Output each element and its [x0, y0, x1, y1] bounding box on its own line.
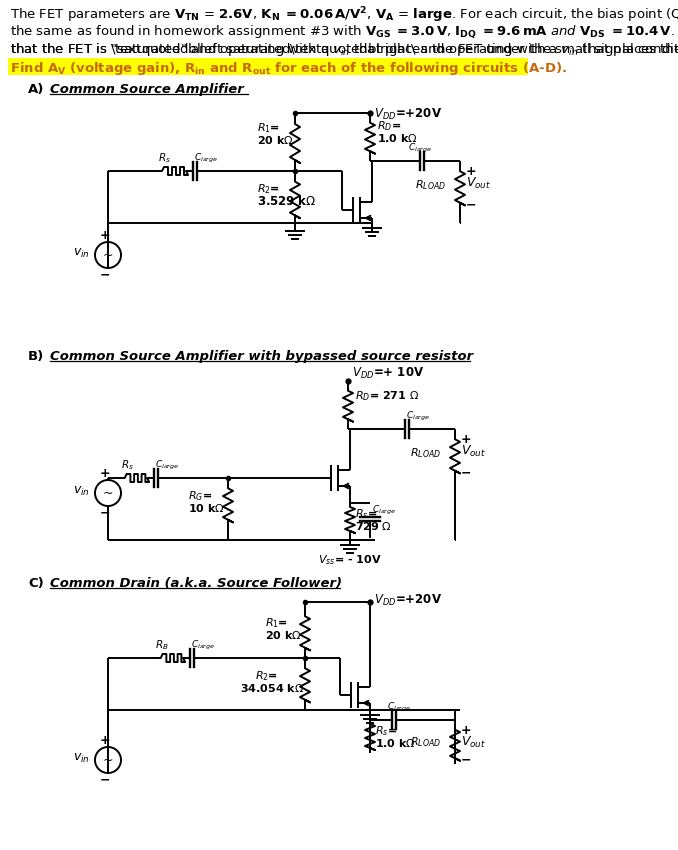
Text: −: − — [100, 507, 111, 519]
Text: $V_{DD}$=+ 10V: $V_{DD}$=+ 10V — [352, 366, 424, 381]
Text: ~: ~ — [103, 753, 113, 767]
Text: $R_{LOAD}$: $R_{LOAD}$ — [410, 735, 441, 749]
Text: that the FET is \textquotedblleft saturated\textquotedblright\ and operating wit: that the FET is \textquotedblleft satura… — [10, 41, 678, 58]
Text: 1.0 k$\Omega$: 1.0 k$\Omega$ — [377, 132, 418, 144]
Text: +: + — [461, 723, 472, 736]
Text: $R_s$=: $R_s$= — [355, 507, 377, 521]
Text: $v_{in}$: $v_{in}$ — [73, 484, 89, 497]
Text: $V_{out}$: $V_{out}$ — [461, 734, 486, 750]
Text: $R_1$=: $R_1$= — [257, 121, 280, 135]
Text: ~: ~ — [103, 486, 113, 500]
Text: 20 k$\Omega$: 20 k$\Omega$ — [257, 134, 294, 146]
Text: 20 k$\Omega$: 20 k$\Omega$ — [265, 629, 302, 641]
Text: $R_D$=: $R_D$= — [377, 119, 401, 133]
Text: −: − — [461, 753, 471, 767]
Text: $R_2$=: $R_2$= — [257, 182, 280, 196]
Text: Find $\mathbf{A_V}$ (voltage gain), $\mathbf{R_{in}}$ and $\mathbf{R_{out}}$ for: Find $\mathbf{A_V}$ (voltage gain), $\ma… — [10, 60, 567, 77]
Text: $C_{large}$: $C_{large}$ — [155, 458, 179, 472]
Text: 3.529 k$\Omega$: 3.529 k$\Omega$ — [257, 194, 317, 208]
Text: $R_{LOAD}$: $R_{LOAD}$ — [415, 178, 446, 192]
Text: 729 $\Omega$: 729 $\Omega$ — [355, 520, 392, 532]
Text: $C_{large}$: $C_{large}$ — [408, 141, 432, 155]
Text: ~: ~ — [103, 248, 113, 262]
Text: $V_{ss}$= - 10V: $V_{ss}$= - 10V — [318, 553, 382, 567]
Text: $C_{large}$: $C_{large}$ — [372, 503, 396, 517]
Text: $R_G$=: $R_G$= — [188, 489, 212, 503]
Text: −: − — [461, 467, 471, 479]
Text: 10 k$\Omega$: 10 k$\Omega$ — [188, 502, 225, 514]
Text: $R_1$=: $R_1$= — [265, 616, 288, 630]
Text: 1.0 k$\Omega$: 1.0 k$\Omega$ — [375, 737, 416, 749]
Text: $R_2$=: $R_2$= — [255, 669, 278, 683]
Text: $C_{large}$: $C_{large}$ — [387, 700, 411, 713]
Text: $C_{large}$: $C_{large}$ — [194, 151, 218, 165]
Text: $v_{in}$: $v_{in}$ — [73, 246, 89, 259]
FancyBboxPatch shape — [8, 58, 528, 75]
Text: The FET parameters are $\mathbf{V_{TN}}$ = $\mathbf{2.6V}$, $\mathbf{K_N}$ $\mat: The FET parameters are $\mathbf{V_{TN}}$… — [10, 5, 678, 25]
Text: −: − — [100, 774, 111, 786]
Text: Common Source Amplifier: Common Source Amplifier — [50, 83, 244, 96]
Text: +: + — [466, 165, 477, 178]
Text: $R_B$: $R_B$ — [155, 638, 169, 652]
Text: Common Drain (a.k.a. Source Follower): Common Drain (a.k.a. Source Follower) — [50, 577, 342, 590]
Text: $C_{large}$: $C_{large}$ — [406, 410, 430, 422]
Text: Common Source Amplifier with bypassed source resistor: Common Source Amplifier with bypassed so… — [50, 350, 473, 363]
Text: $V_{out}$: $V_{out}$ — [461, 444, 486, 458]
Text: $R_s$: $R_s$ — [121, 458, 134, 472]
Text: C): C) — [28, 577, 44, 590]
Text: $R_{LOAD}$: $R_{LOAD}$ — [410, 446, 441, 460]
Text: +: + — [100, 734, 111, 746]
Text: +: + — [461, 433, 472, 445]
Text: −: − — [466, 199, 477, 212]
Text: 34.054 k$\Omega$: 34.054 k$\Omega$ — [240, 682, 304, 694]
Text: B): B) — [28, 350, 44, 363]
Text: the same as found in homework assignment #3 with $\mathbf{V_{GS}}$ $\mathbf{= 3.: the same as found in homework assignment… — [10, 23, 678, 40]
Text: +: + — [100, 467, 111, 479]
Text: +: + — [100, 229, 111, 241]
Text: −: − — [100, 269, 111, 281]
Text: $C_{large}$: $C_{large}$ — [191, 638, 215, 652]
Text: $V_{DD}$=+20V: $V_{DD}$=+20V — [374, 592, 442, 608]
Text: $V_{DD}$=+20V: $V_{DD}$=+20V — [374, 106, 442, 122]
Text: $R_s$=: $R_s$= — [375, 724, 397, 738]
Text: $R_s$: $R_s$ — [157, 151, 170, 165]
Text: $R_D$= 271 $\Omega$: $R_D$= 271 $\Omega$ — [355, 389, 419, 403]
Text: A): A) — [28, 83, 44, 96]
Text: $v_{in}$: $v_{in}$ — [73, 751, 89, 764]
Text: $V_{out}$: $V_{out}$ — [466, 175, 491, 190]
Text: that the FET is "saturated" and operating with a $v_{in}$ that places the FET un: that the FET is "saturated" and operatin… — [10, 41, 678, 58]
